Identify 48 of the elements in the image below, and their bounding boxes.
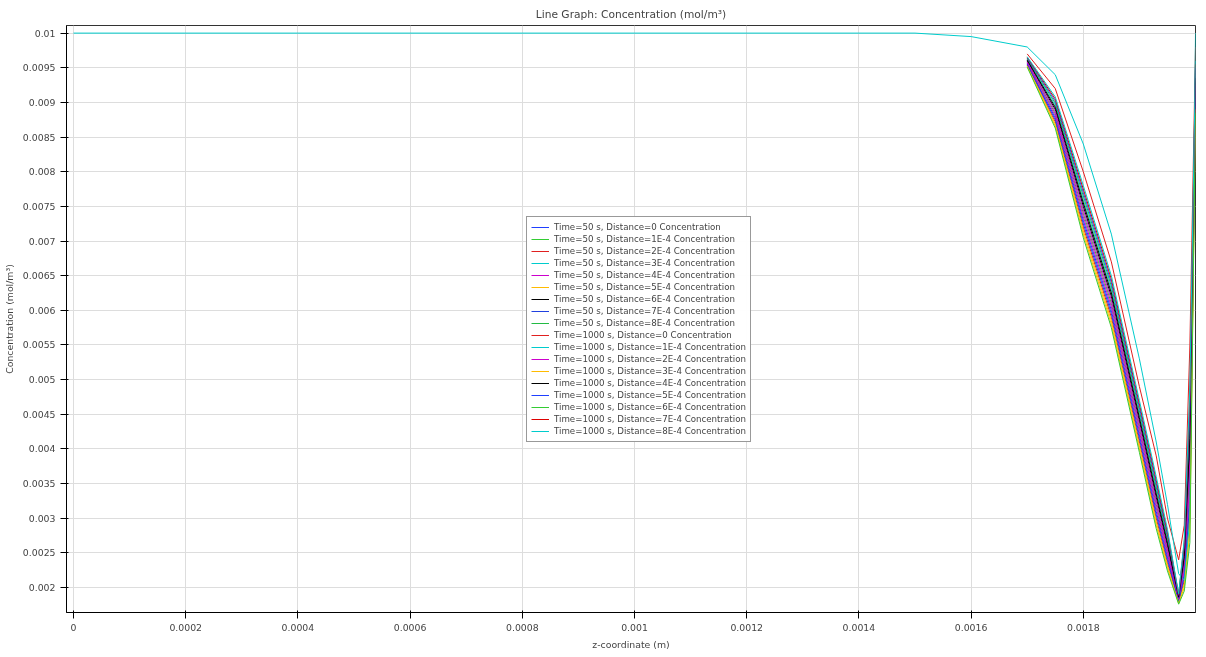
- x-tick-label: 0.0016: [954, 621, 988, 633]
- legend-label: Time=1000 s, Distance=8E-4 Concentration: [554, 425, 746, 437]
- y-tick-label: 0.0065: [22, 270, 56, 282]
- legend-label: Time=1000 s, Distance=3E-4 Concentration: [554, 365, 746, 377]
- y-tick-label: 0.005: [28, 374, 56, 386]
- legend-label: Time=50 s, Distance=3E-4 Concentration: [554, 257, 735, 269]
- x-tick-label: 0.0008: [505, 621, 539, 633]
- y-tick-label: 0.0095: [22, 62, 56, 74]
- y-tick-label: 0.004: [28, 443, 56, 455]
- legend-label: Time=1000 s, Distance=2E-4 Concentration: [554, 353, 746, 365]
- x-axis-title: z-coordinate (m): [592, 638, 670, 650]
- legend-label: Time=1000 s, Distance=7E-4 Concentration: [554, 413, 746, 425]
- y-tick-label: 0.008: [28, 166, 56, 178]
- y-tick-label: 0.002: [28, 582, 56, 594]
- y-tick-label: 0.0035: [22, 478, 56, 490]
- x-tick-label: 0.001: [621, 621, 648, 633]
- legend-label: Time=50 s, Distance=2E-4 Concentration: [554, 245, 735, 257]
- x-tick-label: 0.0018: [1066, 621, 1100, 633]
- legend-label: Time=50 s, Distance=8E-4 Concentration: [554, 317, 735, 329]
- y-tick-label: 0.01: [34, 27, 56, 39]
- x-tick-label: 0.0006: [393, 621, 427, 633]
- y-tick-label: 0.0055: [22, 339, 56, 351]
- legend-label: Time=1000 s, Distance=5E-4 Concentration: [554, 389, 746, 401]
- y-tick-label: 0.0025: [22, 547, 56, 559]
- legend-label: Time=1000 s, Distance=4E-4 Concentration: [554, 377, 746, 389]
- chart-title: Line Graph: Concentration (mol/m³): [535, 7, 727, 21]
- y-tick-label: 0.009: [28, 96, 56, 108]
- y-axis-title: Concentration (mol/m³): [3, 264, 15, 374]
- legend-label: Time=1000 s, Distance=0 Concentration: [554, 329, 732, 341]
- x-tick-label: 0.0004: [281, 621, 315, 633]
- y-tick-label: 0.0045: [22, 408, 56, 420]
- y-tick-label: 0.0075: [22, 200, 56, 212]
- x-tick-label: 0.0014: [842, 621, 876, 633]
- legend-label: Time=50 s, Distance=7E-4 Concentration: [554, 305, 735, 317]
- legend-label: Time=50 s, Distance=6E-4 Concentration: [554, 293, 735, 305]
- legend-label: Time=50 s, Distance=1E-4 Concentration: [554, 233, 735, 245]
- y-tick-label: 0.006: [28, 304, 56, 316]
- y-tick-label: 0.003: [28, 512, 56, 524]
- x-tick-label: 0.0002: [169, 621, 203, 633]
- legend-label: Time=1000 s, Distance=6E-4 Concentration: [554, 401, 746, 413]
- x-tick-label: 0: [70, 621, 77, 633]
- legend-label: Time=50 s, Distance=5E-4 Concentration: [554, 281, 735, 293]
- x-tick-label: 0.0012: [730, 621, 764, 633]
- legend-label: Time=1000 s, Distance=1E-4 Concentration: [554, 341, 746, 353]
- legend-label: Time=50 s, Distance=0 Concentration: [554, 221, 721, 233]
- y-tick-label: 0.0085: [22, 131, 56, 143]
- y-tick-label: 0.007: [28, 235, 56, 247]
- legend-label: Time=50 s, Distance=4E-4 Concentration: [554, 269, 735, 281]
